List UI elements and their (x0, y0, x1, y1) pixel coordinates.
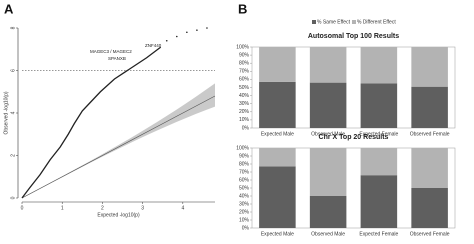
y-tick-label: 90% (239, 153, 250, 159)
x-tick-label: Expected Female (359, 231, 398, 237)
y-tick-label: 6 (10, 69, 16, 72)
bar-segment (259, 47, 296, 82)
panel-label: B (238, 1, 247, 16)
y-tick-label: 100% (236, 145, 249, 151)
bar-segment (259, 81, 296, 128)
x-tick-label: Expected Female (359, 131, 398, 137)
x-tick-label: 1 (61, 205, 64, 211)
x-tick-label: Observed Male (311, 131, 345, 137)
y-tick-label: 4 (10, 111, 16, 114)
y-tick-label: 80% (239, 161, 250, 167)
qq-point (206, 27, 208, 29)
bar-segment (360, 175, 398, 228)
y-tick-label: 20% (239, 109, 250, 115)
y-tick-label: 60% (239, 177, 250, 183)
y-tick-label: 0% (242, 125, 250, 131)
qq-point (196, 29, 198, 31)
confidence-band (22, 83, 215, 199)
bar-segment (309, 47, 347, 83)
y-tick-label: 10% (239, 217, 250, 223)
qq-line (21, 46, 162, 199)
y-tick-label: 20% (239, 209, 250, 215)
diagonal (21, 95, 216, 199)
y-tick-label: 50% (239, 185, 250, 191)
legend-label: % Same Effect (317, 19, 351, 25)
x-tick-label: Observed Male (311, 231, 345, 237)
x-tick-label: 3 (141, 205, 144, 211)
y-tick-label: 40% (239, 93, 250, 99)
bar-segment (309, 148, 347, 196)
panel-label: A (4, 1, 14, 16)
y-tick-label: 0% (242, 225, 250, 231)
legend-swatch (351, 20, 356, 24)
annotation: SPANXB (108, 56, 126, 61)
y-tick-label: 90% (239, 52, 250, 58)
bar-segment (259, 148, 296, 167)
y-tick-label: 2 (10, 154, 16, 157)
y-tick-label: 80% (239, 61, 250, 67)
legend-swatch (312, 20, 316, 24)
x-tick-label: 4 (181, 205, 184, 211)
chart-title: Autosomal Top 100 Results (308, 33, 399, 40)
bar-segment (309, 82, 347, 128)
bar-segment (309, 196, 347, 228)
y-tick-label: 70% (239, 69, 250, 75)
y-axis-label: Observed -log10(p) (3, 91, 9, 134)
y-tick-label: 10% (239, 117, 250, 123)
x-tick-label: Expected Male (261, 231, 294, 237)
x-tick-label: 0 (21, 205, 24, 211)
chart-title: Chr X Top 20 Results (319, 134, 389, 141)
bar-segment (411, 86, 448, 128)
legend-label: % Different Effect (357, 19, 396, 25)
bar-segment (360, 83, 398, 128)
bar-segment (360, 47, 398, 84)
x-tick-label: Expected Male (261, 131, 294, 137)
bar-segment (411, 148, 448, 188)
y-tick-label: 70% (239, 169, 250, 175)
qq-point (165, 39, 168, 42)
y-tick-label: 100% (236, 44, 249, 50)
qq-point (176, 35, 178, 38)
y-tick-label: 30% (239, 101, 250, 107)
y-tick-label: 60% (239, 77, 250, 83)
annotation: MAGEC3 / MAGEC2 (90, 49, 132, 54)
y-tick-label: 0 (10, 196, 16, 199)
y-tick-label: 40% (239, 193, 250, 199)
x-tick-label: Observed Female (410, 131, 450, 137)
qq-point (186, 31, 188, 34)
x-axis-label: Expected -log10(p) (97, 212, 140, 218)
bar-segment (411, 47, 448, 87)
y-tick-label: 50% (239, 85, 250, 91)
bar-segment (259, 166, 296, 228)
annotation: ZNF440 (145, 43, 162, 48)
y-tick-label: 8 (10, 26, 16, 29)
y-tick-label: 30% (239, 201, 250, 207)
bar-segment (411, 188, 448, 228)
bar-segment (360, 148, 398, 176)
x-tick-label: 2 (101, 205, 104, 211)
x-tick-label: Observed Female (410, 231, 450, 237)
